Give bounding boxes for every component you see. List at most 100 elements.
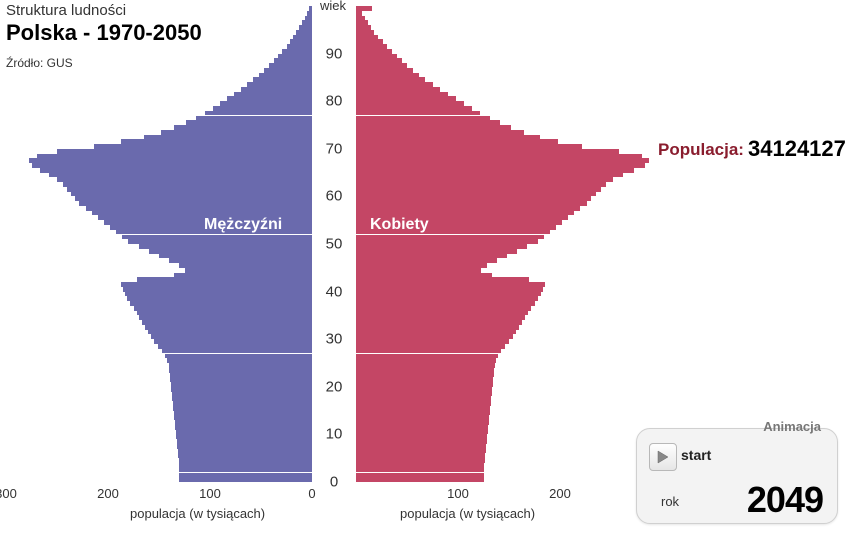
y-tick: 90 <box>314 45 354 62</box>
age-bar <box>134 306 313 311</box>
x-axis-label-right: populacja (w tysiącach) <box>400 506 535 521</box>
age-bar <box>92 211 312 216</box>
age-bar <box>122 235 312 240</box>
age-bar <box>159 254 312 259</box>
age-bar <box>162 349 312 354</box>
age-bar <box>356 401 491 406</box>
age-bar <box>356 349 501 354</box>
age-bar <box>186 120 312 125</box>
age-bar <box>356 206 580 211</box>
age-bar <box>49 173 312 178</box>
age-bar <box>356 30 374 35</box>
age-bar <box>174 415 312 420</box>
age-bar <box>356 477 484 482</box>
age-bar <box>161 130 312 135</box>
male-series-label: Mężczyźni <box>204 216 282 234</box>
age-bar <box>151 334 312 339</box>
age-bar <box>356 168 634 173</box>
age-bar <box>356 315 525 320</box>
x-tick: 300 <box>0 486 17 501</box>
x-tick: 100 <box>447 486 469 501</box>
age-bar <box>171 382 312 387</box>
age-bar <box>282 49 312 54</box>
age-bar <box>356 282 545 287</box>
age-bar <box>296 30 312 35</box>
age-bar <box>356 87 440 92</box>
x-tick: 200 <box>549 486 571 501</box>
age-bar <box>356 73 419 78</box>
age-bar <box>75 196 312 201</box>
animation-panel: Animacja start rok 2049 <box>636 428 838 524</box>
age-bar <box>178 449 312 454</box>
y-tick: 10 <box>314 426 354 443</box>
age-bar <box>356 77 425 82</box>
age-bar <box>173 401 312 406</box>
age-bar <box>356 130 524 135</box>
age-bar <box>356 120 500 125</box>
age-bar <box>356 344 505 349</box>
age-bar <box>302 20 312 25</box>
age-bar <box>356 187 601 192</box>
age-bar <box>179 468 312 473</box>
age-bar <box>356 235 544 240</box>
age-bar <box>130 301 312 306</box>
age-bar <box>148 330 312 335</box>
population-label: Populacja: <box>658 140 744 160</box>
age-bar <box>142 320 312 325</box>
age-bar <box>356 273 492 278</box>
age-bar <box>356 44 387 49</box>
female-chart <box>356 6 662 482</box>
age-bar <box>37 154 312 159</box>
male-chart <box>6 6 312 482</box>
age-bar <box>356 39 383 44</box>
y-tick: 80 <box>314 93 354 110</box>
y-tick: 0 <box>314 474 354 491</box>
age-bar <box>71 192 312 197</box>
y-tick: 70 <box>314 140 354 157</box>
age-bar <box>121 282 312 287</box>
age-bar <box>356 244 527 249</box>
x-tick: 200 <box>97 486 119 501</box>
age-bar <box>234 92 312 97</box>
age-bar <box>356 182 606 187</box>
age-bar <box>177 439 312 444</box>
age-bar <box>356 16 365 21</box>
age-bar <box>241 87 312 92</box>
age-bar <box>139 244 312 249</box>
age-bar <box>356 135 540 140</box>
age-bar <box>356 463 484 468</box>
age-bar <box>356 420 489 425</box>
age-bar <box>67 187 312 192</box>
age-bar <box>154 339 312 344</box>
age-bar <box>307 11 312 16</box>
age-bar <box>356 96 456 101</box>
age-bar <box>356 468 484 473</box>
age-bar <box>356 201 587 206</box>
age-bar <box>169 258 312 263</box>
age-bar <box>127 296 312 301</box>
age-bar <box>139 315 312 320</box>
age-bar <box>356 339 509 344</box>
age-bar <box>137 277 312 282</box>
y-tick: 30 <box>314 331 354 348</box>
age-bar <box>356 320 522 325</box>
age-bar <box>179 458 312 463</box>
age-bar <box>356 392 492 397</box>
age-bar <box>137 311 312 316</box>
age-bar <box>356 444 486 449</box>
age-bar <box>356 296 538 301</box>
play-button[interactable] <box>649 443 677 471</box>
age-bar <box>356 144 582 149</box>
age-bar <box>356 453 485 458</box>
age-bar <box>264 68 312 73</box>
age-bar <box>173 406 312 411</box>
age-bar <box>170 377 312 382</box>
year-label: rok <box>661 494 679 509</box>
age-bar <box>356 368 494 373</box>
age-bar <box>29 158 312 163</box>
y-axis-title: wiek <box>320 0 346 13</box>
age-bar <box>196 116 312 121</box>
animation-title: Animacja <box>759 419 825 434</box>
age-bar <box>259 73 312 78</box>
age-bar <box>220 101 312 106</box>
